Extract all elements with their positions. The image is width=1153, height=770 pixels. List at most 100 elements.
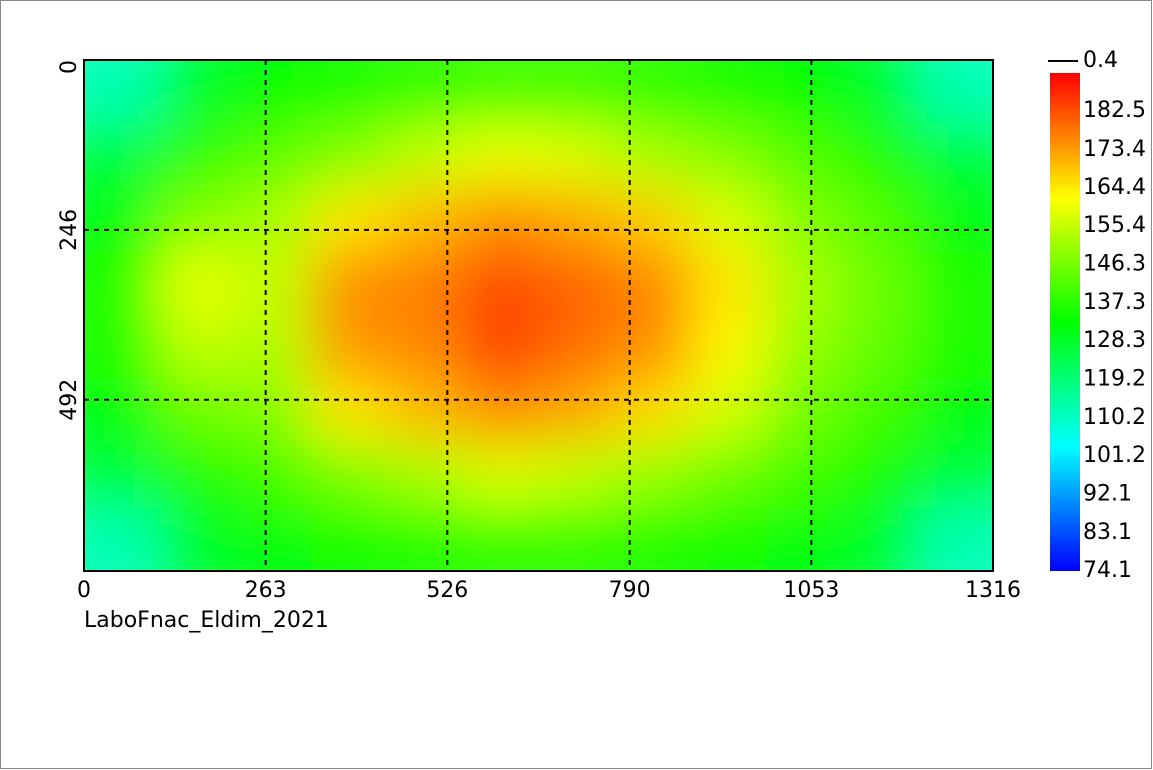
heat-cell — [235, 379, 312, 444]
heat-cell — [387, 315, 464, 380]
heat-cell — [690, 251, 767, 316]
heat-cell — [917, 315, 993, 380]
heat-cell — [235, 251, 312, 316]
heat-cell — [765, 507, 843, 571]
heat-cell — [462, 123, 539, 189]
black-value: 0.4 — [1083, 48, 1118, 73]
heat-cell — [462, 507, 539, 571]
heat-cell — [765, 251, 843, 316]
heat-cell — [462, 379, 539, 444]
heat-cell — [311, 60, 388, 125]
heat-cell — [917, 60, 993, 125]
heat-cell — [159, 60, 237, 125]
colorbar-tick-label: 119.2 — [1083, 367, 1146, 392]
heat-cell — [84, 315, 161, 380]
x-tick-label: 1316 — [965, 578, 1021, 603]
heat-cell — [159, 123, 237, 189]
heat-cell — [159, 443, 237, 508]
heat-cell — [387, 187, 464, 253]
colorbar-tick-label: 74.1 — [1083, 558, 1132, 583]
heat-cell — [159, 315, 237, 380]
heat-cell — [538, 123, 615, 189]
heat-cell — [765, 379, 843, 444]
heat-cell — [538, 507, 615, 571]
heat-cell — [765, 315, 843, 380]
heat-cell — [614, 507, 691, 571]
heat-cell — [841, 60, 918, 125]
colorbar-tick-label: 182.5 — [1083, 98, 1146, 123]
cells — [84, 60, 993, 571]
heat-cell — [690, 443, 767, 508]
heat-cell — [614, 60, 691, 125]
y-tick-label: 0 — [57, 60, 82, 74]
x-tick-label: 0 — [77, 578, 91, 603]
heat-cell — [614, 123, 691, 189]
heat-cell — [614, 251, 691, 316]
heat-cell — [159, 379, 237, 444]
heat-cell — [311, 187, 388, 253]
heat-cell — [311, 123, 388, 189]
heat-cell — [917, 251, 993, 316]
heat-cell — [159, 507, 237, 571]
heat-cell — [690, 315, 767, 380]
heat-cell — [84, 507, 161, 571]
heat-cell — [690, 60, 767, 125]
heat-cell — [235, 315, 312, 380]
colorbar-tick-label: 110.2 — [1083, 405, 1146, 430]
heat-cell — [538, 187, 615, 253]
caption: LaboFnac_Eldim_2021 — [84, 608, 329, 633]
heat-cell — [84, 251, 161, 316]
colorbar-tick-label: 83.1 — [1083, 520, 1132, 545]
heat-cell — [614, 187, 691, 253]
colorbar-tick-label: 101.2 — [1083, 443, 1146, 468]
heat-cell — [84, 443, 161, 508]
heat-cell — [841, 315, 918, 380]
colorbar-tick-label: 146.3 — [1083, 252, 1146, 277]
heat-cell — [84, 60, 161, 125]
heat-cell — [841, 507, 918, 571]
heat-cell — [690, 379, 767, 444]
heat-cell — [765, 123, 843, 189]
heat-cell — [538, 251, 615, 316]
heat-cell — [235, 507, 312, 571]
heat-cell — [538, 60, 615, 125]
heat-cell — [538, 379, 615, 444]
heat-cell — [462, 443, 539, 508]
heat-cell — [462, 187, 539, 253]
heat-cell — [841, 187, 918, 253]
heat-cell — [917, 443, 993, 508]
heat-cell — [614, 443, 691, 508]
heat-cell — [387, 379, 464, 444]
heat-cell — [311, 315, 388, 380]
heat-cell — [462, 315, 539, 380]
colorbar-tick-label: 173.4 — [1083, 137, 1146, 162]
heat-cell — [84, 187, 161, 253]
heat-cell — [235, 60, 312, 125]
heat-cell — [917, 187, 993, 253]
heat-cell — [765, 443, 843, 508]
heat-cell — [387, 60, 464, 125]
heat-cell — [84, 123, 161, 189]
colorbar-tick-label: 164.4 — [1083, 175, 1146, 200]
x-tick-label: 526 — [426, 578, 468, 603]
heat-cell — [917, 507, 993, 571]
heat-cell — [387, 123, 464, 189]
heat-cell — [917, 123, 993, 189]
y-tick-label: 246 — [57, 209, 82, 251]
heat-cell — [841, 251, 918, 316]
heat-cell — [765, 187, 843, 253]
heat-cell — [690, 507, 767, 571]
colorbar-tick-label: 128.3 — [1083, 328, 1146, 353]
x-tick-label: 790 — [609, 578, 651, 603]
colorbar-tick-label: 92.1 — [1083, 482, 1132, 507]
heat-cell — [84, 379, 161, 444]
heat-cell — [917, 379, 993, 444]
heat-cell — [235, 123, 312, 189]
heat-cell — [538, 443, 615, 508]
heatmap — [84, 60, 993, 571]
heat-cell — [690, 187, 767, 253]
heat-cell — [841, 379, 918, 444]
y-tick-label: 492 — [57, 379, 82, 421]
heat-cell — [311, 379, 388, 444]
